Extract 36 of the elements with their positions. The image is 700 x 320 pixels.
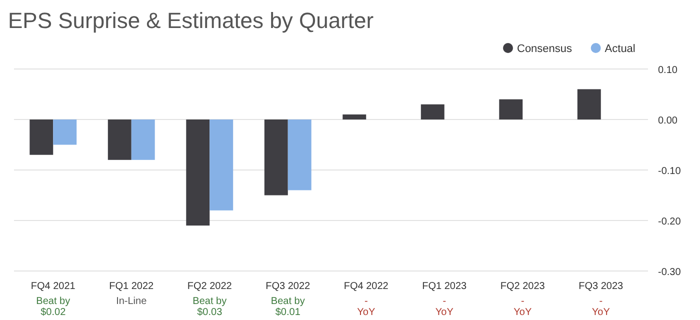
- text: In-Line: [116, 296, 148, 307]
- bar: [342, 114, 366, 120]
- bar: [288, 120, 312, 190]
- legend-label: Consensus: [517, 43, 573, 55]
- chart-title: EPS Surprise & Estimates by Quarter: [8, 8, 374, 33]
- x-tick-label: FQ1 2023: [422, 281, 468, 292]
- text: - YoY: [435, 296, 454, 318]
- bar: [499, 99, 523, 120]
- bar: [131, 120, 155, 160]
- x-tick-label: FQ4 2021: [30, 281, 76, 292]
- text: - YoY: [592, 296, 610, 318]
- x-tick-label: FQ3 2022: [266, 281, 311, 292]
- x-tick-label: FQ2 2022: [187, 281, 232, 292]
- bar: [577, 89, 601, 120]
- y-tick-label: -0.30: [658, 267, 682, 278]
- x-tick-label: FQ1 2022: [109, 281, 154, 292]
- y-tick-label: -0.20: [658, 216, 682, 228]
- text: - YoY: [514, 296, 532, 318]
- y-tick-label: -0.10: [658, 166, 682, 177]
- text: - YoY: [357, 296, 376, 318]
- y-tick-label: 0.10: [658, 65, 678, 76]
- text: Beat by $0.02: [36, 296, 70, 318]
- x-tick-label: FQ2 2023: [500, 281, 546, 292]
- bar: [53, 120, 77, 145]
- text: Beat by $0.01: [270, 296, 305, 318]
- bar: [108, 120, 132, 160]
- y-tick-label: 0.00: [658, 116, 678, 126]
- legend-label: Actual: [604, 43, 636, 55]
- x-tick-label: FQ3 2023: [578, 281, 624, 292]
- bar: [210, 120, 234, 210]
- text: Beat by $0.03: [192, 296, 227, 318]
- x-tick-label: FQ4 2022: [344, 281, 389, 292]
- bar: [30, 120, 54, 155]
- bar: [186, 120, 210, 226]
- bar: [420, 104, 444, 120]
- bar: [264, 120, 288, 196]
